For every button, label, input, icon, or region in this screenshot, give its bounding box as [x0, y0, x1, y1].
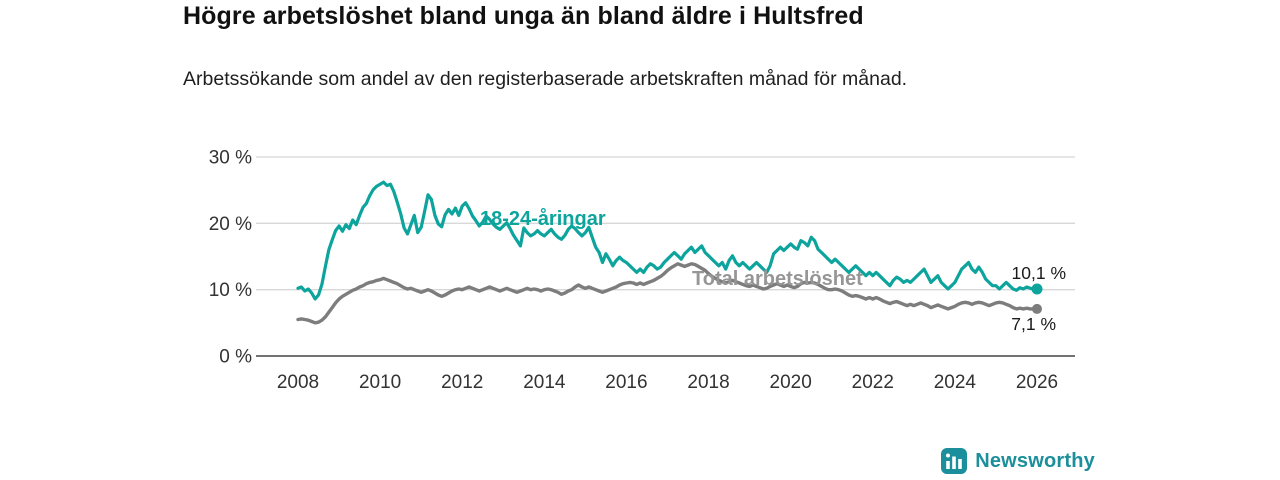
- y-tick-label-20: 20 %: [209, 214, 252, 235]
- end-dot-series-0: [1031, 283, 1043, 295]
- x-tick-label-2012: 2012: [441, 372, 483, 393]
- line-series-1: [296, 262, 1039, 325]
- x-tick-label-2008: 2008: [277, 372, 319, 393]
- x-tick-label-2024: 2024: [934, 372, 977, 393]
- x-tick-label-2010: 2010: [359, 372, 401, 393]
- y-tick-label-0: 0 %: [219, 347, 252, 368]
- x-tick-label-2018: 2018: [687, 372, 729, 393]
- end-dot-series-1: [1032, 303, 1042, 314]
- newsworthy-logo-bar-chart-icon: [941, 448, 968, 474]
- x-tick-label-2020: 2020: [770, 372, 812, 393]
- end-value-label-series-0: 10,1 %: [1012, 263, 1066, 283]
- x-tick-label-2016: 2016: [605, 372, 647, 393]
- x-tick-label-2026: 2026: [1016, 372, 1058, 393]
- end-value-label-series-1: 7,1 %: [1011, 314, 1056, 334]
- x-tick-label-2022: 2022: [852, 372, 894, 393]
- series-label-0: 18-24-åringar: [480, 207, 606, 230]
- x-tick-label-2014: 2014: [523, 372, 566, 393]
- chart-subtitle: Arbetssökande som andel av den registerb…: [183, 68, 908, 90]
- branding: Newsworthy: [941, 448, 1095, 474]
- line-series-0: [296, 180, 1039, 301]
- chart-title: Högre arbetslöshet bland unga än bland ä…: [183, 2, 864, 30]
- y-tick-label-30: 30 %: [209, 148, 252, 169]
- newsworthy-logo-text: Newsworthy: [975, 449, 1095, 472]
- series-label-1: Total arbetslöshet: [692, 268, 863, 290]
- y-tick-label-10: 10 %: [209, 280, 252, 301]
